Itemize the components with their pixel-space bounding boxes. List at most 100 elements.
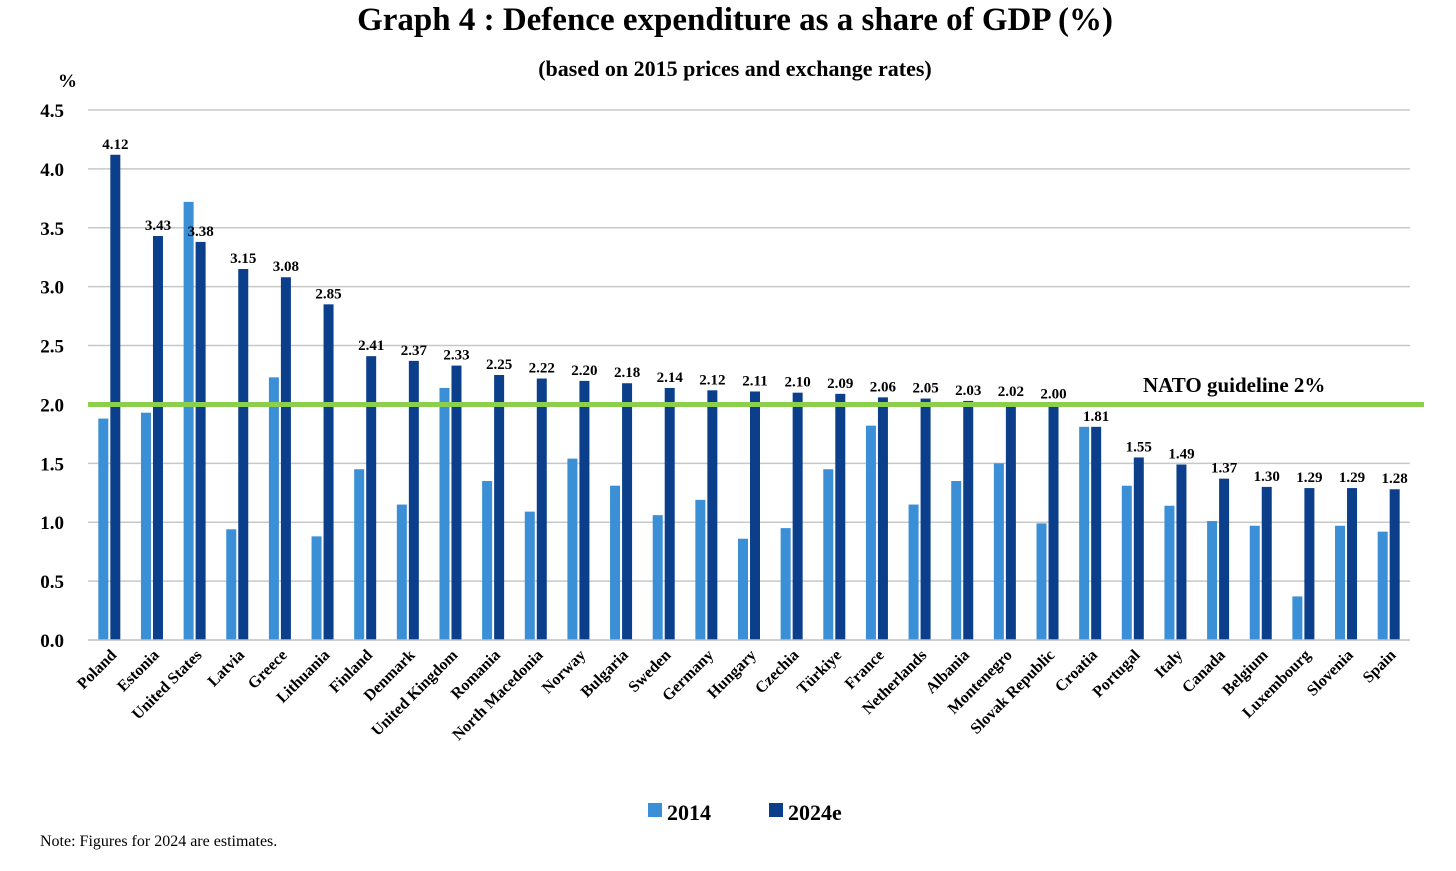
y-tick-label: 3.5 (40, 219, 64, 240)
bar-2024e (366, 356, 377, 640)
legend-label-2014: 2014 (667, 800, 711, 825)
y-tick-label: 4.5 (40, 101, 64, 122)
bar-2014 (951, 481, 962, 640)
bar-2024e (1005, 402, 1016, 640)
data-label-2024e: 1.55 (1126, 439, 1152, 455)
bar-2014 (865, 425, 876, 640)
bar-2024e (536, 378, 547, 640)
x-tick-label: Spain (1360, 647, 1400, 687)
bar-2024e (877, 397, 888, 640)
bar-2014 (1036, 523, 1047, 640)
y-tick-label: 1.5 (40, 454, 64, 475)
bar-2024e (152, 236, 163, 640)
y-tick-label: 0.0 (40, 631, 64, 652)
bar-2024e (195, 241, 206, 640)
y-tick-label: 2.5 (40, 337, 64, 358)
bar-2024e (963, 400, 974, 640)
bar-2024e (664, 387, 675, 640)
bar-2014 (482, 481, 493, 640)
x-tick-label: Portugal (1090, 646, 1145, 701)
bar-2014 (396, 504, 407, 640)
bar-2014 (354, 469, 365, 640)
x-tick-label: Türkiye (794, 647, 845, 698)
bar-2024e (707, 390, 718, 640)
data-label-2024e: 2.20 (571, 363, 597, 379)
bar-2014 (738, 538, 748, 640)
bar-2014 (1249, 525, 1260, 640)
bar-2014 (567, 458, 578, 640)
bar-2014 (183, 201, 194, 640)
bar-2024e (280, 277, 291, 640)
bar-2014 (823, 469, 834, 640)
bar-2024e (1176, 464, 1187, 640)
bar-2014 (439, 387, 450, 640)
data-label-2024e: 2.37 (401, 343, 428, 359)
data-label-2024e: 1.29 (1339, 470, 1365, 486)
bar-2024e (1304, 488, 1315, 640)
bar-2024e (750, 391, 760, 640)
bar-2024e (1347, 488, 1358, 640)
bar-2024e (1091, 426, 1102, 640)
y-tick-label: 3.0 (40, 278, 64, 299)
bar-2014 (652, 515, 663, 640)
data-label-2024e: 1.29 (1296, 470, 1322, 486)
bar-2024e (835, 393, 846, 640)
data-label-2024e: 2.05 (912, 381, 938, 397)
x-tick-label: Poland (74, 647, 120, 693)
data-label-2024e: 1.37 (1211, 461, 1238, 477)
x-tick-label: Slovenia (1304, 647, 1357, 700)
data-label-2024e: 3.15 (230, 251, 256, 267)
bar-2024e (1219, 478, 1230, 640)
data-label-2024e: 4.12 (102, 137, 128, 153)
bar-2024e (622, 383, 633, 640)
x-tick-label: Czechia (752, 647, 802, 697)
data-labels: 4.12 3.43 3.38 3.15 3.08 2.85 2.41 2.37 2.33 2.25… (102, 137, 1408, 487)
legend-swatch-2014 (648, 803, 662, 817)
bar-2014 (1377, 531, 1388, 640)
bar-2014 (1121, 485, 1132, 640)
bar-2024e (408, 360, 419, 640)
bar-2014 (780, 528, 791, 640)
data-label-2024e: 2.25 (486, 357, 512, 373)
bar-2024e (1261, 486, 1272, 640)
reference-line-label: NATO guideline 2% (1143, 373, 1325, 397)
data-label-2024e: 2.00 (1040, 386, 1066, 402)
y-tick-label: 1.0 (40, 513, 64, 534)
data-label-2024e: 3.43 (145, 218, 171, 234)
bar-2014 (140, 412, 151, 640)
x-tick-label: Italy (1152, 647, 1187, 682)
data-label-2024e: 2.02 (998, 384, 1024, 400)
data-label-2024e: 2.22 (529, 361, 555, 377)
data-label-2024e: 2.09 (827, 376, 853, 392)
bar-2024e (579, 380, 590, 640)
bar-2024e (110, 154, 121, 640)
bar-2014 (98, 418, 109, 640)
bar-2024e (451, 365, 462, 640)
bar-2014 (311, 536, 322, 640)
data-label-2024e: 3.38 (187, 224, 213, 240)
bar-2014 (610, 485, 621, 640)
bar-2014 (1207, 521, 1218, 640)
data-label-2024e: 2.11 (742, 373, 767, 389)
y-axis-label: % (58, 71, 77, 92)
data-label-2024e: 2.33 (443, 348, 469, 364)
bar-2024e (323, 304, 334, 640)
bar-2024e (1389, 489, 1400, 640)
y-tick-label: 2.0 (40, 395, 64, 416)
bar-2014 (268, 377, 279, 640)
data-label-2024e: 2.41 (358, 338, 384, 354)
bar-2024e (1048, 404, 1059, 640)
data-label-2024e: 3.08 (273, 259, 299, 275)
bar-2024e (1133, 457, 1144, 640)
data-label-2024e: 2.14 (657, 370, 684, 386)
bar-2024e (494, 375, 505, 640)
bar-2014 (1079, 426, 1090, 640)
bar-2024e (238, 269, 249, 640)
legend-label-2024e: 2024e (788, 800, 842, 825)
bar-2014 (1335, 525, 1346, 640)
data-label-2024e: 1.30 (1254, 469, 1280, 485)
bar-2014 (1164, 505, 1175, 640)
legend-swatch-2024e (769, 803, 783, 817)
x-tick-label: Latvia (205, 647, 248, 690)
chart-title: Graph 4 : Defence expenditure as a share… (357, 2, 1113, 38)
